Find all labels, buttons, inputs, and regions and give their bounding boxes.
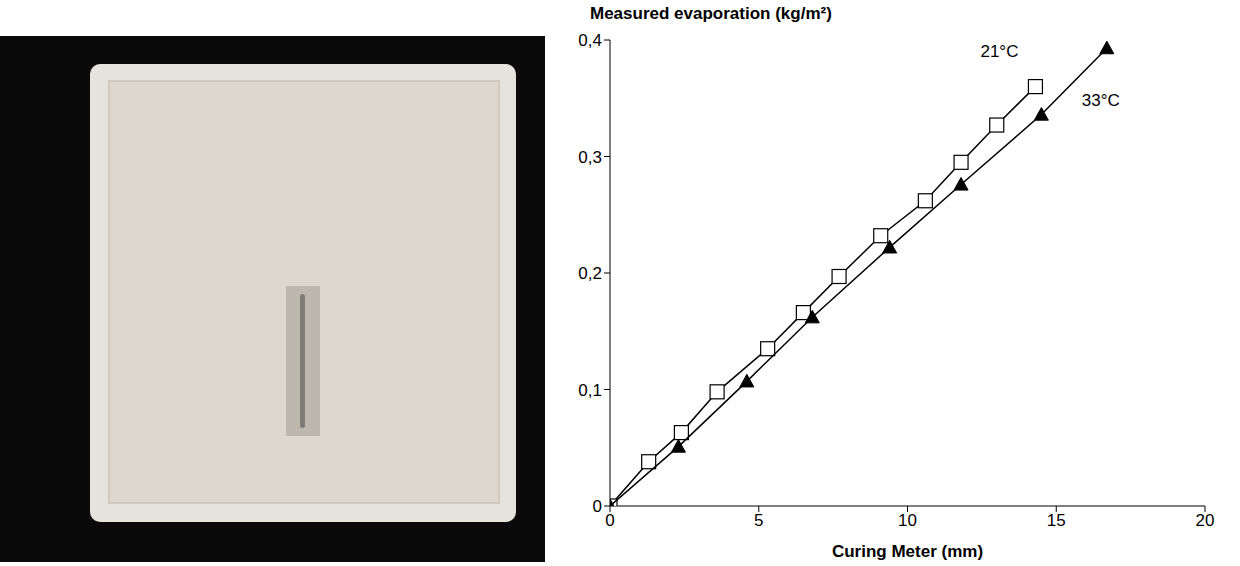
svg-text:15: 15 xyxy=(1047,511,1066,530)
svg-text:0: 0 xyxy=(593,497,602,516)
svg-text:20: 20 xyxy=(1196,511,1215,530)
svg-text:10: 10 xyxy=(898,511,917,530)
svg-text:0,2: 0,2 xyxy=(578,264,602,283)
svg-text:0,4: 0,4 xyxy=(578,31,602,50)
svg-text:Curing Meter (mm): Curing Meter (mm) xyxy=(832,542,983,561)
svg-text:0: 0 xyxy=(605,511,614,530)
svg-text:0,1: 0,1 xyxy=(578,381,602,400)
svg-text:5: 5 xyxy=(754,511,763,530)
svg-text:0,3: 0,3 xyxy=(578,148,602,167)
svg-text:33°C: 33°C xyxy=(1082,91,1120,110)
svg-text:21°C: 21°C xyxy=(980,42,1018,61)
html-text:Measured evaporation (kg/m²): Measured evaporation (kg/m²) xyxy=(590,4,832,23)
